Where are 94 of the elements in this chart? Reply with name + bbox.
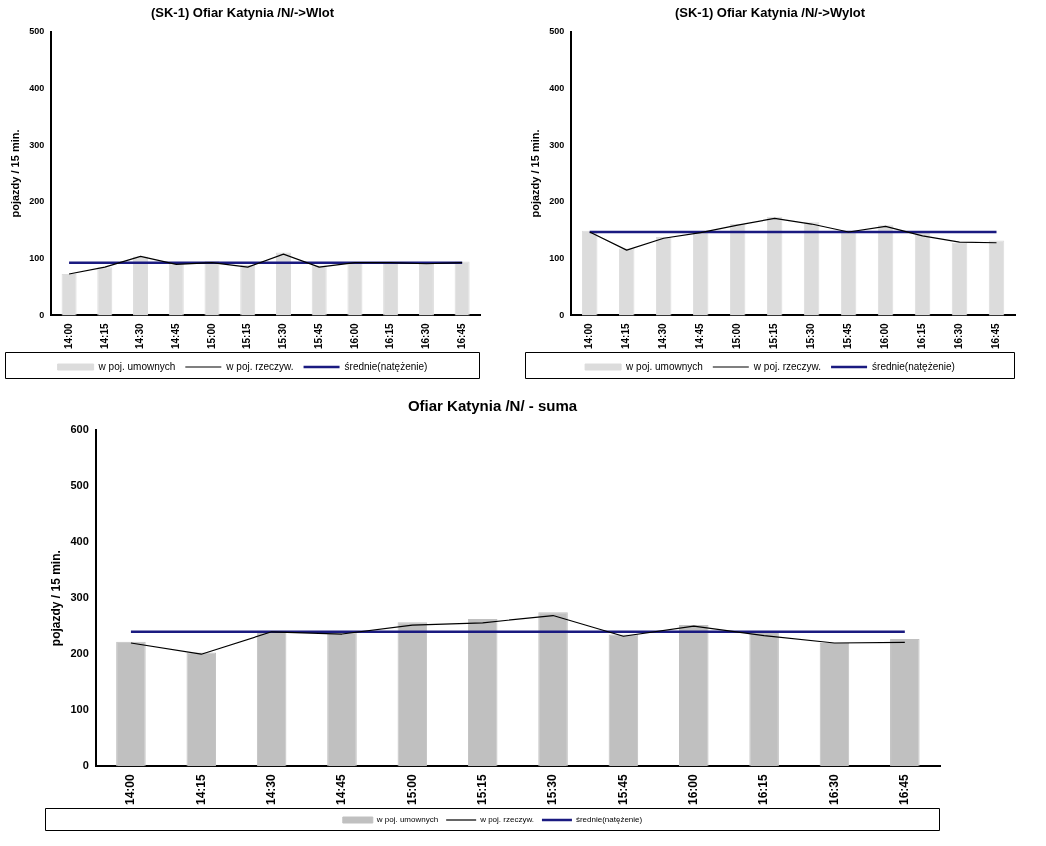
legend-label: w poj. umownych <box>625 360 703 372</box>
x-tick-label: 15:30 <box>545 773 560 806</box>
x-tick-label: 14:30 <box>263 773 278 806</box>
bar <box>116 641 146 767</box>
y-tick-label: 400 <box>29 82 45 93</box>
bar <box>467 618 498 767</box>
bar <box>256 630 287 767</box>
bar <box>840 231 857 316</box>
x-tick-label: 15:30 <box>805 322 817 349</box>
y-tick-label: 500 <box>70 479 89 492</box>
x-tick-label: 14:45 <box>694 322 706 349</box>
x-tick-label: 15:15 <box>768 322 780 349</box>
y-axis-title: pojazdy / 15 min. <box>8 129 21 218</box>
bar <box>581 230 598 316</box>
x-tick-label: 16:30 <box>420 322 432 349</box>
x-tick-label: 15:30 <box>277 322 289 349</box>
y-tick-label: 300 <box>70 591 89 604</box>
y-tick-label: 500 <box>29 26 45 37</box>
y-tick-label: 400 <box>70 535 89 548</box>
x-tick-label: 14:00 <box>123 773 138 806</box>
y-tick-label: 600 <box>70 423 89 436</box>
bar <box>951 242 968 316</box>
y-tick-label: 200 <box>70 647 89 660</box>
x-tick-label: 16:15 <box>916 322 928 349</box>
y-tick-label: 200 <box>29 196 45 207</box>
x-tick-label: 16:15 <box>756 773 771 806</box>
x-tick-label: 14:15 <box>193 773 208 806</box>
y-tick-label: 100 <box>549 253 565 264</box>
x-tick-label: 14:45 <box>334 773 349 806</box>
x-tick-label: 15:00 <box>205 322 217 349</box>
chart-title: (SK-1) Ofiar Katynia /N/->Wylot <box>674 5 866 21</box>
bar <box>766 216 783 316</box>
x-tick-label: 15:45 <box>615 773 630 806</box>
x-tick-label: 16:45 <box>897 773 912 806</box>
bar <box>877 225 894 316</box>
y-tick-label: 500 <box>549 26 565 37</box>
y-axis-title: pojazdy / 15 min. <box>48 550 63 647</box>
x-tick-label: 14:30 <box>134 322 146 349</box>
y-tick-label: 300 <box>549 139 565 150</box>
y-axis-title: pojazdy / 15 min. <box>528 129 541 218</box>
x-tick-label: 15:15 <box>241 322 253 349</box>
x-tick-label: 16:30 <box>826 773 841 806</box>
bar <box>538 612 568 767</box>
y-tick-label: 0 <box>82 759 89 772</box>
x-tick-label: 15:15 <box>475 773 490 806</box>
legend-label: w poj. umownych <box>375 815 439 825</box>
bar <box>655 237 672 316</box>
x-tick-label: 15:45 <box>842 322 854 349</box>
bar <box>729 224 746 316</box>
y-tick-label: 0 <box>39 309 45 320</box>
bar <box>914 233 931 316</box>
x-tick-label: 14:15 <box>620 322 632 349</box>
y-tick-label: 100 <box>70 703 89 716</box>
bar <box>890 639 920 767</box>
x-tick-label: 16:15 <box>384 322 396 349</box>
bar <box>803 222 820 316</box>
x-tick-label: 16:00 <box>348 322 360 349</box>
x-tick-label: 16:30 <box>953 322 965 349</box>
x-tick-label: 14:30 <box>657 322 669 349</box>
legend-label: średnie(natężenie) <box>344 360 428 372</box>
x-tick-label: 14:45 <box>170 322 182 349</box>
legend-label: średnie(natężenie) <box>872 360 955 372</box>
bar <box>618 248 635 316</box>
bar <box>327 632 357 767</box>
bar <box>397 622 428 767</box>
bar <box>692 231 709 316</box>
bar <box>819 643 850 767</box>
bar <box>988 240 1005 316</box>
x-tick-label: 15:00 <box>731 322 743 349</box>
legend-label: w poj. umownych <box>97 360 176 372</box>
bar <box>749 632 779 767</box>
bar <box>608 634 639 767</box>
chart-title: Ofiar Katynia /N/ - suma <box>407 397 578 415</box>
bar <box>186 652 217 767</box>
x-tick-label: 16:00 <box>879 322 891 349</box>
legend-label: średnie(natężenie) <box>575 815 643 825</box>
x-tick-label: 16:00 <box>686 773 701 806</box>
x-tick-label: 14:00 <box>62 322 74 349</box>
legend-label: w poj. rzeczyw. <box>752 360 822 372</box>
y-tick-label: 300 <box>29 139 45 150</box>
y-tick-label: 100 <box>29 253 45 264</box>
x-tick-label: 14:15 <box>98 322 110 349</box>
bar <box>678 625 709 767</box>
legend-label: w poj. rzeczyw. <box>225 360 294 372</box>
legend-label: w poj. rzeczyw. <box>479 815 534 825</box>
x-tick-label: 15:45 <box>312 322 324 349</box>
chart-title: (SK-1) Ofiar Katynia /N/->Wlot <box>150 5 335 21</box>
x-tick-label: 14:00 <box>583 322 595 349</box>
y-tick-label: 0 <box>559 309 565 320</box>
x-tick-label: 16:45 <box>990 322 1002 349</box>
x-tick-label: 15:00 <box>404 773 419 806</box>
y-tick-label: 200 <box>549 196 565 207</box>
x-tick-label: 16:45 <box>455 322 467 349</box>
y-tick-label: 400 <box>549 82 565 93</box>
